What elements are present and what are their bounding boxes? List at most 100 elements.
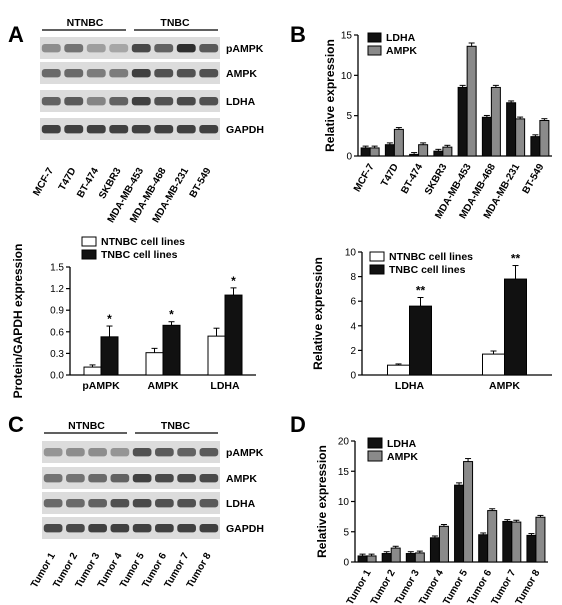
blot-band [176, 97, 196, 106]
y-axis-title: Protein/GAPDH expression [11, 244, 25, 399]
blot-band [86, 69, 106, 78]
y-tick-label: 0 [350, 371, 356, 382]
blot-band [199, 524, 219, 533]
blot-band [132, 474, 152, 483]
y-tick-label: 0 [346, 152, 352, 163]
blot-label: GAPDH [226, 124, 264, 136]
y-tick-label: 8 [350, 272, 356, 283]
bar-ampk [539, 120, 550, 157]
bar-ldha [384, 144, 395, 157]
group-label: NTNBC [68, 420, 105, 432]
legend-swatch [81, 236, 97, 247]
bar-ampk [511, 521, 522, 563]
blot-band [41, 44, 61, 53]
bar-ampk [515, 118, 526, 157]
x-tick-label: T47D [379, 162, 401, 189]
blot-band [199, 448, 219, 457]
legend-swatch [369, 251, 385, 262]
legend-label: NTNBC cell lines [101, 236, 185, 248]
lane-label: MCF-7 [31, 166, 56, 198]
group-label: NTNBC [67, 17, 104, 29]
legend-label: TNBC cell lines [101, 249, 178, 261]
blot-band [43, 524, 63, 533]
bar-ampk [466, 45, 477, 157]
legend-swatch [367, 32, 382, 43]
blot-band [43, 499, 63, 508]
blot-band [41, 97, 61, 106]
legend-label: LDHA [386, 32, 416, 44]
group-label: TNBC [161, 420, 191, 432]
bar-ldha [409, 153, 420, 157]
y-axis-title: Relative expression [323, 39, 337, 152]
significance-marker: * [107, 312, 112, 326]
x-tick-label: AMPK [148, 380, 179, 392]
panel-letter-B: B [290, 22, 306, 47]
blot-band [177, 448, 196, 457]
chart-A_bottom: 0.0 0.3 0.6 0.9 1.2 1.5 Protein/GAPDH expressi… [11, 236, 256, 398]
blot-strip [40, 37, 220, 59]
x-tick-label: LDHA [395, 380, 425, 392]
bar-ldha [478, 534, 489, 563]
blot-band [88, 499, 107, 508]
y-tick-label: 0.0 [50, 371, 64, 382]
bar-ldha [481, 116, 492, 157]
significance-marker: * [231, 274, 236, 288]
y-tick-label: 0 [343, 558, 349, 569]
bar-tnbc-cell-lines [409, 305, 432, 376]
y-tick-label: 0.9 [50, 306, 64, 317]
bar-tnbc-cell-lines [162, 324, 181, 376]
blot-band [110, 524, 130, 533]
legend-swatch [369, 264, 385, 275]
x-tick-label: BT-474 [399, 162, 425, 196]
lane-label: T47D [57, 166, 79, 193]
bar-ldha [360, 147, 371, 157]
blot-band [155, 448, 174, 457]
panel-letter-A: A [8, 22, 24, 47]
blot-band [199, 474, 219, 483]
blot-band [109, 44, 129, 53]
x-tick-label: SKBR3 [423, 162, 450, 197]
blot-band [131, 44, 151, 53]
y-tick-label: 1.2 [50, 284, 64, 295]
legend-swatch [367, 450, 383, 462]
bar-ampk [438, 525, 449, 563]
y-tick-label: 6 [350, 297, 356, 308]
y-tick-label: 15 [341, 31, 353, 42]
y-axis-title: Relative expression [315, 445, 329, 558]
blot-band [177, 524, 196, 533]
blot-strip [40, 62, 220, 84]
blot-band [86, 44, 106, 53]
blot-band [177, 474, 196, 483]
blot-band [109, 125, 129, 134]
blot-strip [40, 90, 220, 112]
bar-ampk [414, 552, 425, 563]
y-tick-label: 10 [341, 71, 353, 82]
lane-label: BT-549 [188, 166, 214, 200]
y-tick-label: 1.5 [50, 263, 64, 274]
blot-band [66, 524, 85, 533]
bar-ampk [487, 510, 498, 563]
significance-marker: ** [511, 252, 521, 266]
bar-ldha [454, 484, 465, 563]
x-tick-label: Tumor 8 [514, 568, 543, 605]
blot-band [88, 474, 107, 483]
bar-ampk [393, 128, 404, 157]
blot-band [64, 44, 84, 53]
blot-label: pAMPK [226, 43, 264, 55]
blot-strip [42, 492, 220, 514]
blot-band [176, 125, 196, 134]
blot-band [177, 499, 196, 508]
panel-letter-D: D [290, 412, 306, 437]
blot-band [176, 44, 196, 53]
bar-ampk [442, 146, 453, 157]
blot-band [88, 524, 107, 533]
bar-ldha [381, 553, 392, 563]
bar-tnbc-cell-lines [504, 278, 527, 376]
blot-band [199, 125, 219, 134]
blot-band [110, 499, 130, 508]
bar-ldha [433, 150, 444, 157]
legend-label: NTNBC cell lines [389, 251, 473, 263]
